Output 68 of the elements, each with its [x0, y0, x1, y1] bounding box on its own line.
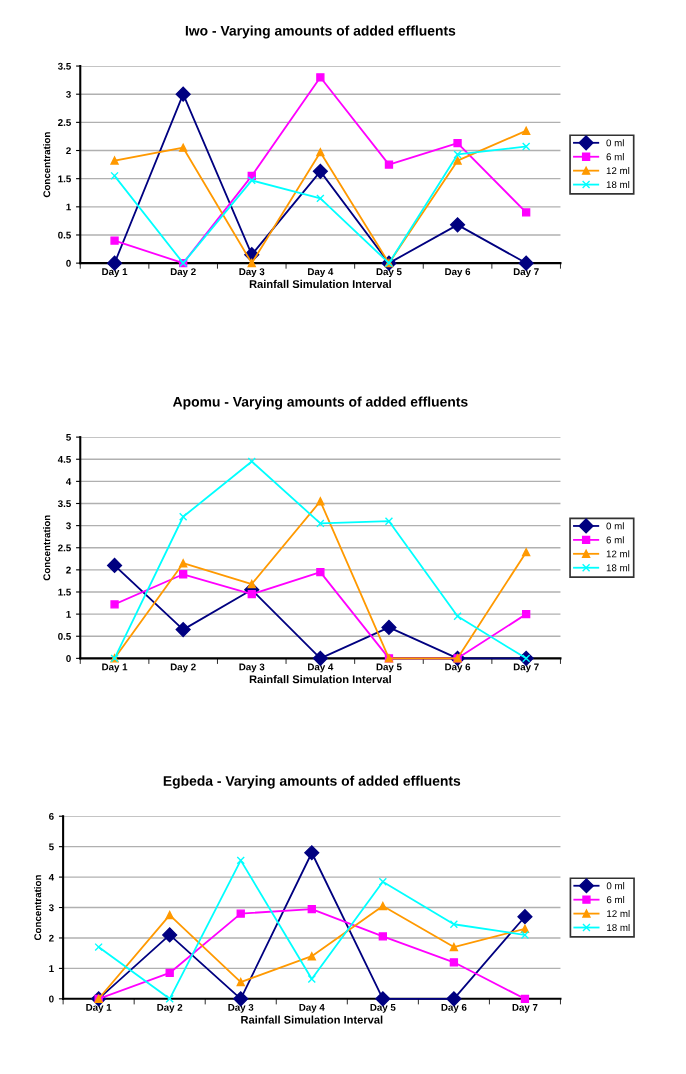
y-tick-label: 2 [49, 934, 54, 942]
x-tick-label: Day 5 [370, 1004, 396, 1013]
x-tick-label: Day 2 [170, 268, 196, 278]
legend-label: 6 ml [606, 536, 624, 544]
x-tick-label: Day 3 [228, 1003, 254, 1013]
legend-label: 18 ml [607, 923, 630, 932]
x-tick-label: Day 7 [512, 1004, 538, 1013]
legend-label: 12 ml [607, 909, 630, 918]
x-tick-label: Day 6 [445, 268, 471, 278]
y-tick-label: 5 [48, 843, 54, 851]
y-tick-label: 2.5 [58, 119, 71, 126]
legend-label: 6 ml [606, 153, 624, 161]
y-tick-label: 1 [66, 610, 71, 618]
chart-title: Egbeda - Varying amounts of added effluents [163, 775, 461, 789]
y-axis-title: Concentration [43, 132, 51, 198]
y-tick-label: 3 [66, 522, 71, 530]
y-axis-title: Concentration [34, 875, 42, 941]
x-tick-label: Day 6 [441, 1003, 467, 1013]
chart-title: Apomu - Varying amounts of added effluents [172, 396, 468, 410]
x-tick-label: Day 1 [86, 1004, 112, 1013]
y-tick-label: 3.5 [57, 62, 71, 70]
x-tick-label: Day 3 [239, 268, 265, 278]
legend-label: 12 ml [606, 550, 630, 558]
legend-label: 12 ml [606, 167, 630, 175]
legend-label: 0 ml [606, 522, 624, 530]
y-tick-label: 3.5 [57, 500, 71, 508]
y-tick-label: 2 [66, 147, 71, 155]
legend-label: 6 ml [606, 896, 625, 904]
y-tick-label: 1.5 [58, 588, 71, 596]
x-tick-label: Day 7 [513, 663, 539, 673]
x-tick-label: Day 4 [299, 1004, 325, 1013]
x-tick-label: Day 1 [102, 663, 128, 673]
x-tick-label: Day 1 [102, 268, 128, 278]
x-axis-title: Rainfall Simulation Interval [241, 1015, 383, 1024]
y-tick-label: 1 [66, 203, 71, 211]
x-tick-label: Day 4 [308, 268, 334, 278]
y-tick-label: 1 [49, 965, 54, 972]
x-tick-label: Day 5 [376, 268, 402, 278]
chart-title: Iwo - Varying amounts of added effluents [185, 25, 456, 39]
legend-label: 18 ml [606, 564, 630, 572]
x-tick-label: Day 6 [445, 663, 471, 673]
y-tick-label: 2.5 [58, 544, 71, 552]
x-tick-label: Day 4 [308, 663, 334, 673]
y-tick-label: 4 [65, 478, 72, 485]
y-tick-label: 3 [48, 904, 54, 912]
y-tick-label: 0 [66, 259, 71, 267]
x-tick-label: Day 2 [157, 1003, 183, 1013]
x-axis-title: Rainfall Simulation Interval [249, 675, 391, 684]
x-tick-label: Day 7 [513, 268, 539, 278]
y-tick-label: 0.5 [58, 231, 71, 239]
y-tick-label: 2 [66, 566, 71, 574]
legend-label: 18 ml [606, 180, 630, 189]
y-tick-label: 4 [48, 873, 55, 881]
y-tick-label: 3 [66, 90, 71, 98]
y-tick-label: 5 [66, 433, 71, 441]
y-tick-label: 0 [49, 995, 54, 1003]
y-tick-label: 6 [49, 812, 54, 820]
y-tick-label: 0 [66, 655, 71, 662]
y-tick-label: 4.5 [57, 456, 71, 463]
x-tick-label: Day 5 [376, 663, 402, 673]
legend-label: 0 ml [606, 882, 625, 890]
x-tick-label: Day 2 [170, 663, 196, 673]
x-tick-label: Day 3 [239, 663, 265, 673]
x-axis-title: Rainfall Simulation Interval [249, 279, 391, 288]
legend-label: 0 ml [606, 139, 624, 147]
y-tick-label: 1.5 [58, 175, 71, 183]
y-axis-title: Concentration [43, 515, 51, 581]
y-tick-label: 0.5 [58, 632, 71, 640]
